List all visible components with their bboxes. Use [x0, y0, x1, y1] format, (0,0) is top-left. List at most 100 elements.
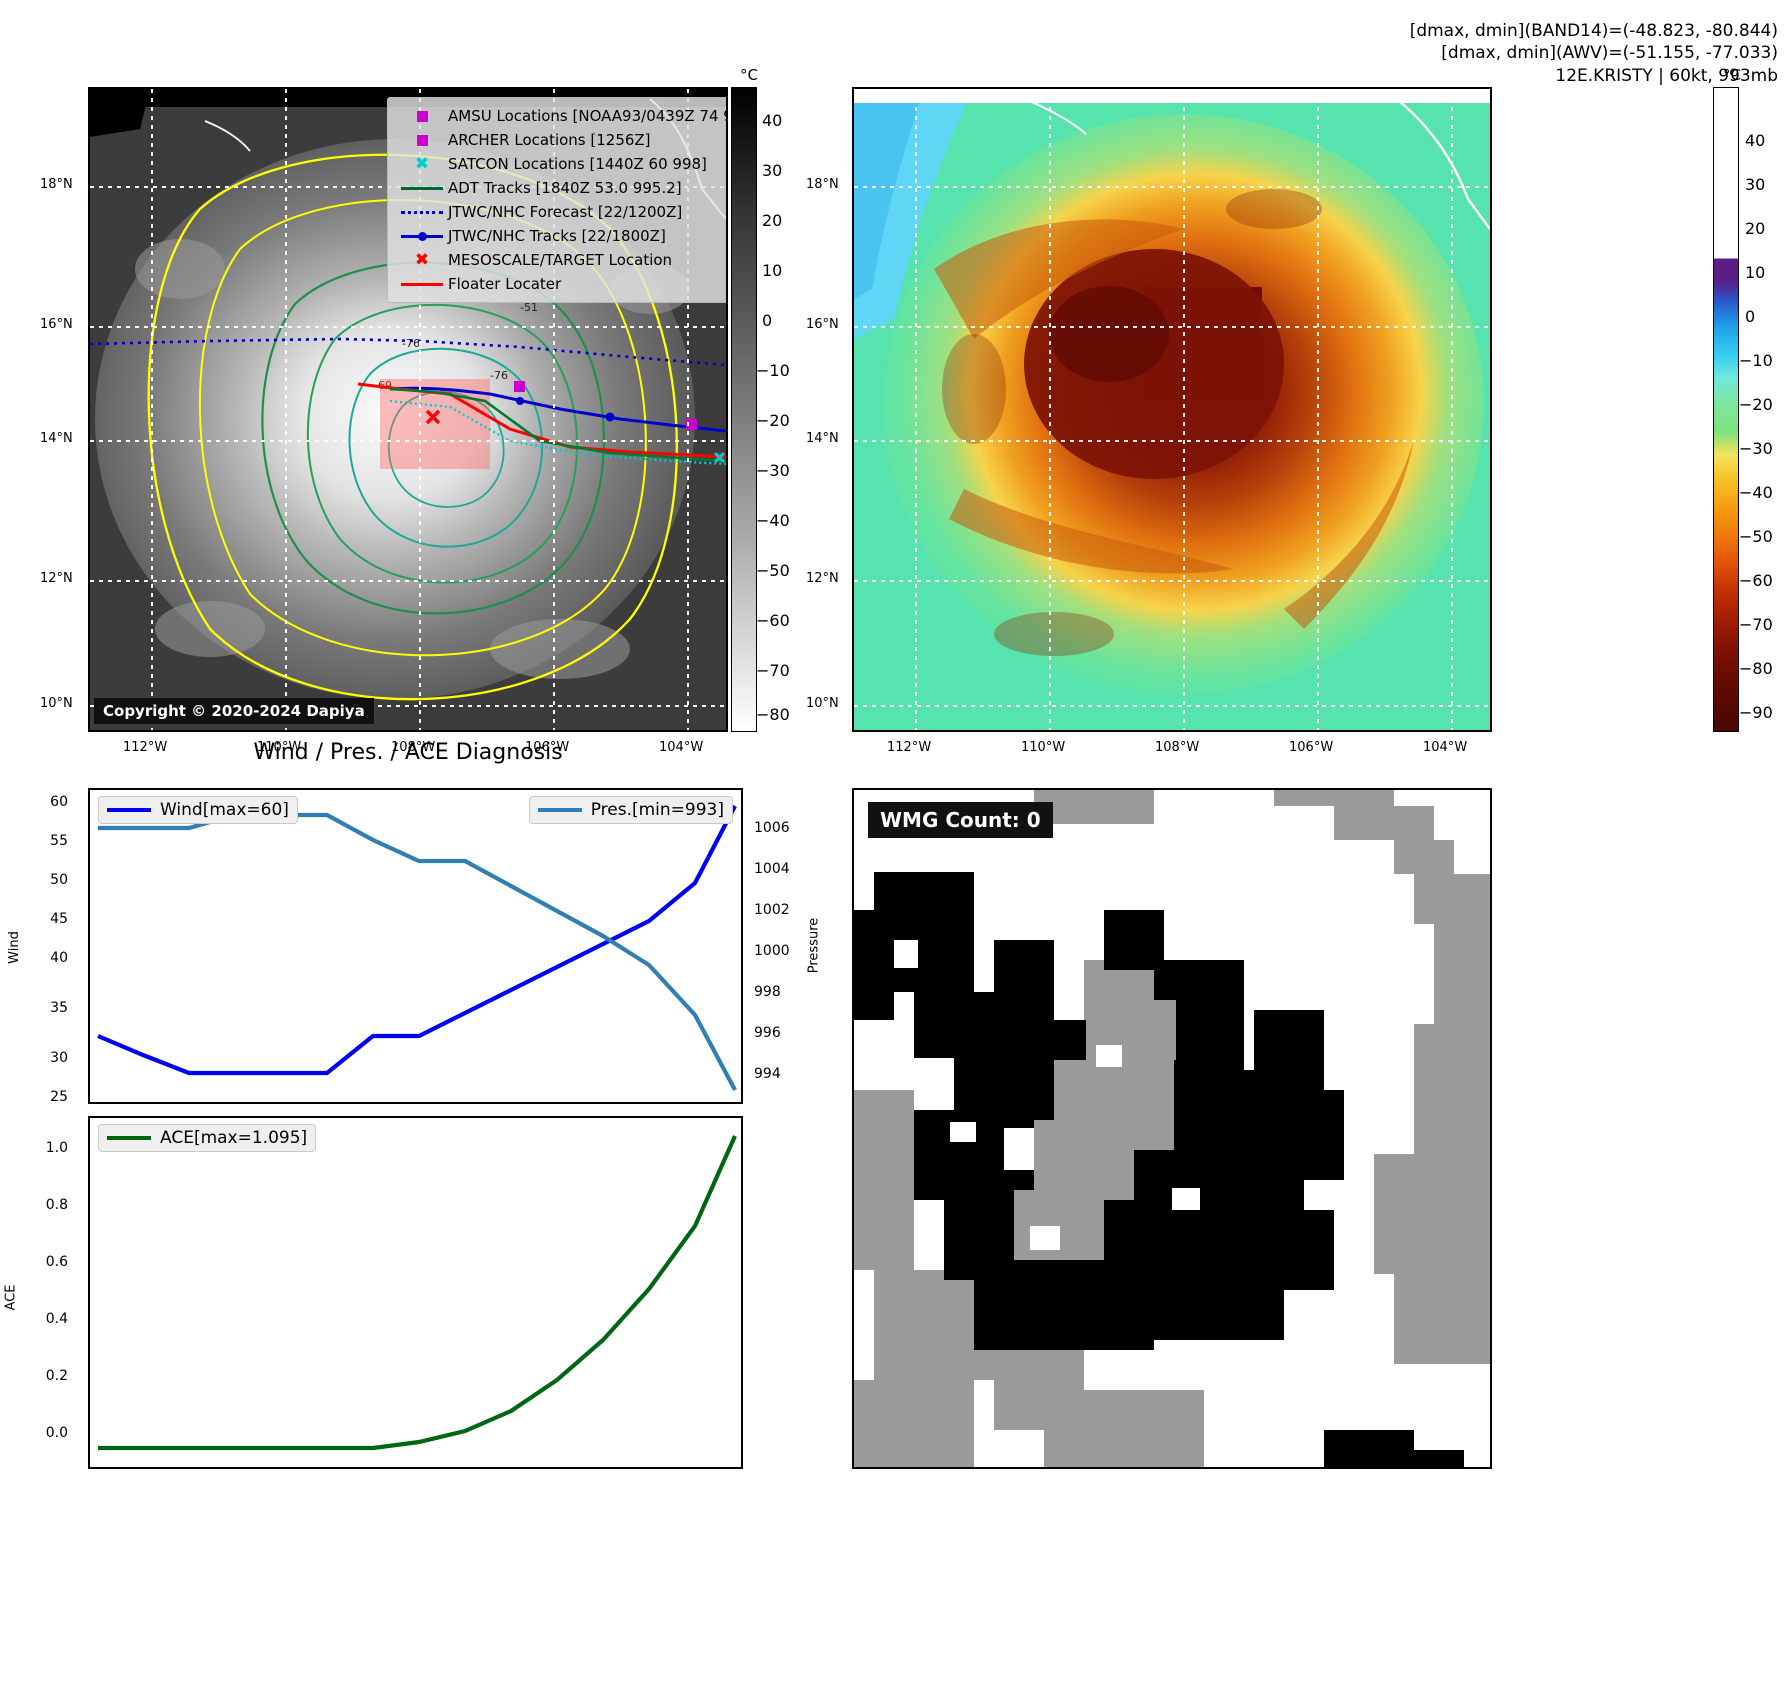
legend-label: ADT Tracks [1840Z 53.0 995.2] — [448, 179, 682, 197]
legend-label: SATCON Locations [1440Z 60 998] — [448, 155, 707, 173]
floater-line-icon — [396, 282, 448, 286]
legend-label: JTWC/NHC Forecast [22/1200Z] — [448, 203, 683, 221]
ir-lat-tick-10n: 10°N — [40, 696, 73, 711]
wmg-mask-image — [854, 790, 1490, 1467]
wind-tick: 25 — [50, 1089, 68, 1105]
wind-tick: 50 — [50, 872, 68, 888]
legend-item-forecast[interactable]: JTWC/NHC Forecast [22/1200Z] — [396, 200, 726, 224]
copyright-notice: Copyright © 2020-2024 Dapiya — [94, 698, 374, 724]
eir-cbar-tick: −90 — [1739, 703, 1773, 722]
wind-line-swatch — [107, 808, 151, 812]
ace-tick: 0.0 — [45, 1425, 68, 1441]
dmax-awv-text: [dmax, dmin](AWV)=(-51.155, -77.033) — [1441, 43, 1778, 64]
wind-pressure-plot — [97, 805, 737, 1091]
ace-tick: 0.8 — [45, 1197, 68, 1213]
ir-cbar-tick: −20 — [756, 411, 790, 430]
legend-label: MESOSCALE/TARGET Location — [448, 251, 673, 269]
ir-lat-tick-18n: 18°N — [40, 177, 73, 192]
legend-label: JTWC/NHC Tracks [22/1800Z] — [448, 227, 666, 245]
legend-item-tracks[interactable]: JTWC/NHC Tracks [22/1800Z] — [396, 224, 726, 248]
wind-legend[interactable]: Wind[max=60] — [98, 796, 298, 824]
pressure-tick: 996 — [754, 1025, 781, 1041]
ir-colorbar-title: °C — [740, 66, 758, 84]
ir-lon-tick-108w: 108°W — [391, 740, 436, 755]
eir-lat-tick-14n: 14°N — [806, 431, 839, 446]
wmg-panel[interactable]: WMG Count: 0 — [852, 788, 1492, 1469]
legend-item-amsu[interactable]: AMSU Locations [NOAA93/0439Z 74 985] — [396, 104, 728, 128]
svg-text:-76: -76 — [402, 337, 420, 350]
ir-cbar-tick: 20 — [762, 211, 783, 230]
enhanced-ir-panel[interactable] — [852, 87, 1492, 732]
wind-tick: 45 — [50, 911, 68, 927]
ir-lat-tick-12n: 12°N — [40, 571, 73, 586]
ir-lat-tick-14n: 14°N — [40, 431, 73, 446]
ir-lon-tick-112w: 112°W — [123, 740, 168, 755]
ir-legend[interactable]: AMSU Locations [NOAA93/0439Z 74 985] ARC… — [387, 97, 728, 303]
eir-cbar-tick: 30 — [1745, 175, 1766, 194]
ace-legend[interactable]: ACE[max=1.095] — [98, 1124, 317, 1152]
ir-lon-tick-110w: 110°W — [257, 740, 302, 755]
legend-label: ARCHER Locations [1256Z] — [448, 131, 651, 149]
eir-cbar-tick: 20 — [1745, 219, 1766, 238]
ir-cbar-tick: −50 — [756, 561, 790, 580]
eir-cbar-tick: −40 — [1739, 483, 1773, 502]
eir-lon-tick-110w: 110°W — [1021, 740, 1066, 755]
legend-item-mesoscale[interactable]: ✖ MESOSCALE/TARGET Location — [396, 248, 726, 272]
pressure-tick: 1004 — [754, 861, 790, 877]
eir-lat-tick-12n: 12°N — [806, 571, 839, 586]
ir-cbar-tick: −30 — [756, 461, 790, 480]
svg-text:-76: -76 — [490, 369, 508, 382]
eir-lat-tick-16n: 16°N — [806, 317, 839, 332]
ir-cbar-tick: 40 — [762, 111, 783, 130]
ir-lon-tick-106w: 106°W — [525, 740, 570, 755]
wind-tick: 55 — [50, 833, 68, 849]
satcon-x-icon: ✖ — [414, 153, 430, 174]
eir-cbar-tick: −10 — [1739, 351, 1773, 370]
ir-colorbar[interactable] — [731, 87, 757, 732]
wind-tick: 30 — [50, 1050, 68, 1066]
ir-lat-tick-16n: 16°N — [40, 317, 73, 332]
pressure-tick: 994 — [754, 1066, 781, 1082]
forecast-dotted-line-icon — [396, 210, 448, 214]
legend-item-satcon[interactable]: ✖ SATCON Locations [1440Z 60 998] — [396, 152, 726, 176]
eir-lon-tick-106w: 106°W — [1289, 740, 1334, 755]
wind-tick: 60 — [50, 794, 68, 810]
eir-lat-tick-10n: 10°N — [806, 696, 839, 711]
ace-axis-label: ACE — [3, 1284, 19, 1311]
ace-tick: 1.0 — [45, 1140, 68, 1156]
ace-line-swatch — [107, 1136, 151, 1140]
wind-pressure-chart[interactable]: Wind[max=60] Pres.[min=993] — [88, 788, 743, 1104]
dmax-band14-text: [dmax, dmin](BAND14)=(-48.823, -80.844) — [1409, 21, 1778, 41]
ace-tick: 0.6 — [45, 1254, 68, 1270]
legend-item-floater[interactable]: Floater Locater — [396, 272, 726, 296]
header-stats: [dmax, dmin](BAND14)=(-48.823, -80.844) … — [1410, 20, 1778, 87]
pressure-tick: 1006 — [754, 820, 790, 836]
adt-line-icon — [396, 186, 448, 190]
ace-tick: 0.2 — [45, 1368, 68, 1384]
eir-cbar-tick: 10 — [1745, 263, 1766, 282]
wind-tick: 40 — [50, 950, 68, 966]
ace-chart[interactable]: ACE[max=1.095] — [88, 1116, 743, 1469]
eir-lat-tick-18n: 18°N — [806, 177, 839, 192]
ir-cbar-tick: −70 — [756, 661, 790, 680]
ace-plot — [98, 1135, 737, 1451]
eir-cbar-tick: −20 — [1739, 395, 1773, 414]
storm-summary-text: 12E.KRISTY | 60kt, 993mb — [1555, 65, 1778, 86]
pressure-legend-label: Pres.[min=993] — [590, 800, 724, 820]
eir-cbar-tick: −30 — [1739, 439, 1773, 458]
ir-satellite-panel[interactable]: -76 -76 -69 -51 — [88, 87, 728, 732]
ace-tick: 0.4 — [45, 1311, 68, 1327]
legend-item-archer[interactable]: ARCHER Locations [1256Z] — [396, 128, 726, 152]
eir-lon-tick-104w: 104°W — [1423, 740, 1468, 755]
pressure-legend[interactable]: Pres.[min=993] — [528, 796, 733, 824]
legend-label: AMSU Locations [NOAA93/0439Z 74 985] — [448, 107, 728, 125]
legend-item-adt[interactable]: ADT Tracks [1840Z 53.0 995.2] — [396, 176, 726, 200]
eir-cbar-tick: 0 — [1745, 307, 1756, 326]
eir-colorbar[interactable] — [1713, 87, 1739, 732]
wind-tick: 35 — [50, 1000, 68, 1016]
ir-lon-tick-104w: 104°W — [659, 740, 704, 755]
pressure-line-swatch — [537, 808, 582, 812]
eir-cbar-tick: −70 — [1739, 615, 1773, 634]
ace-legend-label: ACE[max=1.095] — [160, 1128, 308, 1148]
enhanced-ir-image — [854, 89, 1490, 730]
